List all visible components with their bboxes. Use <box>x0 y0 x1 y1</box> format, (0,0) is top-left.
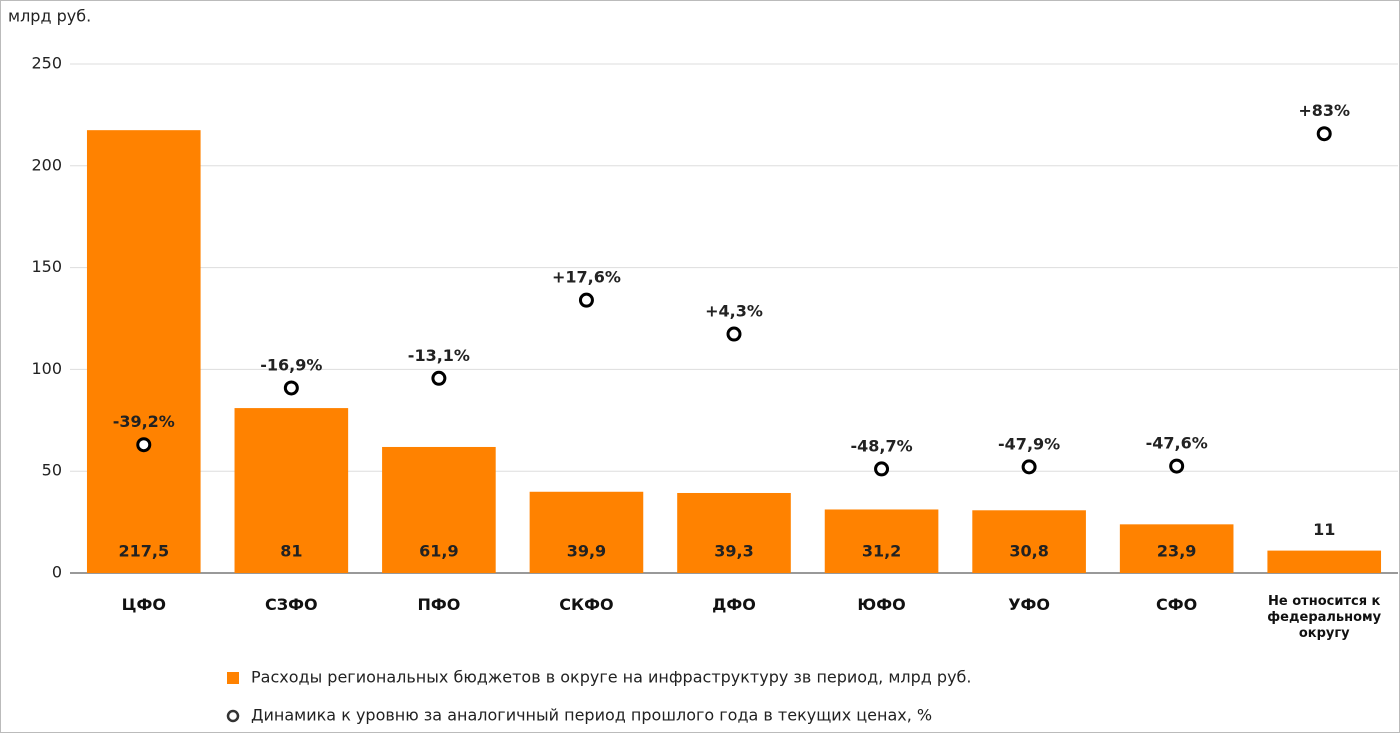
x-tick-label: ПФО <box>417 595 461 614</box>
bar <box>972 510 1086 573</box>
data-label: 39,9 <box>567 542 606 561</box>
legend-label: Расходы региональных бюджетов в округе н… <box>251 668 972 687</box>
x-tick-label: СЗФО <box>265 595 318 614</box>
y-tick-label: 150 <box>31 257 62 276</box>
marker <box>578 292 594 308</box>
data-label: 81 <box>280 542 302 561</box>
bar <box>1119 524 1234 573</box>
bar <box>86 130 201 574</box>
data-label: 217,5 <box>118 542 169 561</box>
y-tick-label: 250 <box>31 54 62 73</box>
marker <box>1021 459 1037 475</box>
data-label: +4,3% <box>705 302 763 321</box>
data-label: +83% <box>1298 101 1350 120</box>
marker <box>1316 126 1332 142</box>
x-tick-label: ЦФО <box>121 595 166 614</box>
data-label: -39,2% <box>113 412 175 431</box>
legend-label: Динамика к уровню за аналогичный период … <box>251 706 932 725</box>
y-tick-label: 100 <box>31 359 62 378</box>
data-label: +17,6% <box>552 268 621 287</box>
x-tick-label: СФО <box>1156 595 1198 614</box>
x-tick-label: ЮФО <box>857 595 906 614</box>
data-label: -16,9% <box>260 355 322 374</box>
data-label: 31,2 <box>862 542 901 561</box>
data-label: 30,8 <box>1009 542 1048 561</box>
x-tick-label: СКФО <box>559 595 614 614</box>
data-label: 61,9 <box>419 542 458 561</box>
x-tick-label: Не относится к федеральному округу <box>1267 594 1382 641</box>
data-label: -13,1% <box>408 346 470 365</box>
marker <box>874 461 890 477</box>
bar <box>1267 550 1382 573</box>
legend-marker <box>227 672 239 684</box>
data-label: 23,9 <box>1157 542 1196 561</box>
marker <box>726 326 742 342</box>
bar <box>529 491 644 573</box>
data-label: 39,3 <box>714 542 753 561</box>
legend-marker <box>226 709 240 723</box>
data-label: -48,7% <box>850 436 912 455</box>
marker <box>283 380 299 396</box>
y-tick-label: 200 <box>31 155 62 174</box>
y-tick-label: 0 <box>52 563 62 582</box>
bar <box>234 408 349 573</box>
bar <box>382 446 496 573</box>
marker <box>136 437 152 453</box>
marker <box>431 370 447 386</box>
marker <box>1169 458 1185 474</box>
y-axis-label: млрд руб. <box>8 7 91 26</box>
x-tick-label: ДФО <box>712 595 756 614</box>
y-tick-label: 50 <box>42 461 62 480</box>
x-tick-label: УФО <box>1008 595 1051 614</box>
data-label: -47,6% <box>1146 434 1208 453</box>
bar <box>824 509 939 573</box>
data-label: 11 <box>1313 520 1335 539</box>
bar <box>677 492 791 573</box>
data-label: -47,9% <box>998 434 1060 453</box>
